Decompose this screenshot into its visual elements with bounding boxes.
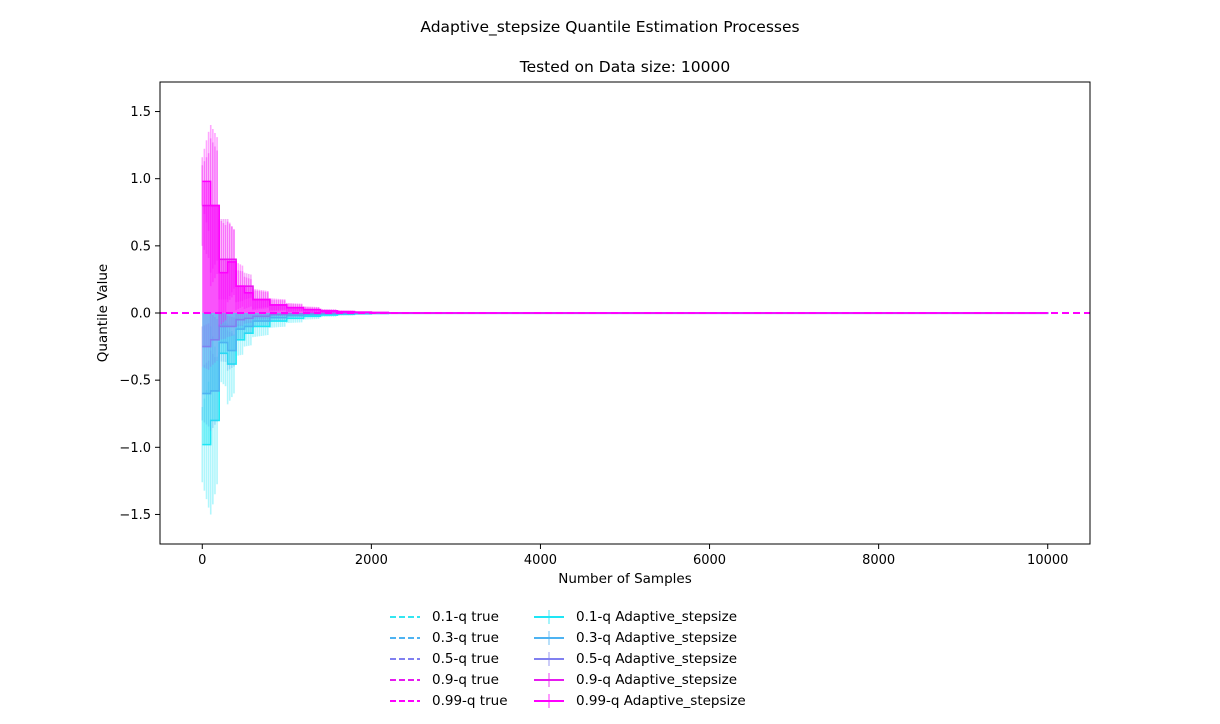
x-tick-label: 6000	[693, 553, 726, 568]
y-axis-label: Quantile Value	[95, 264, 111, 362]
legend-errorbar-swatch	[534, 672, 564, 687]
chart-marks	[160, 124, 1090, 515]
legend-dashed-swatch	[390, 615, 420, 618]
x-tick-label: 8000	[862, 553, 895, 568]
legend-label: 0.9-q Adaptive_stepsize	[576, 671, 738, 688]
y-tick-label: −0.5	[119, 374, 151, 389]
legend-errorbar-swatch	[534, 693, 564, 708]
legend-errorbar-swatch	[534, 651, 564, 666]
legend-entry: 0.5-q Adaptive_stepsize	[532, 648, 746, 669]
legend-dashed-swatch	[390, 699, 420, 702]
series-2	[201, 312, 1049, 370]
axes-title: Tested on Data size: 10000	[519, 58, 731, 76]
legend-label: 0.99-q true	[432, 692, 508, 709]
series-fill	[202, 205, 1048, 313]
series-1	[201, 312, 1049, 432]
legend-label: 0.1-q Adaptive_stepsize	[576, 608, 738, 625]
series-3	[201, 138, 1049, 314]
series-line	[202, 204, 1049, 314]
x-axis-label: Number of Samples	[558, 571, 691, 587]
legend-entry: 0.1-q Adaptive_stepsize	[532, 606, 746, 627]
series-fill	[202, 313, 1048, 394]
x-tick-label: 4000	[524, 553, 557, 568]
y-tick-label: 1.0	[130, 172, 151, 187]
y-tick-label: −1.5	[119, 508, 151, 523]
legend-label: 0.9-q true	[432, 671, 499, 688]
y-tick-label: 0.5	[130, 239, 151, 254]
legend-label: 0.5-q true	[432, 650, 499, 667]
legend: 0.1-q true 0.3-q true 0.5-q true 0.9-q true…	[388, 606, 768, 718]
legend-label: 0.3-q true	[432, 629, 499, 646]
legend-dashed-swatch	[390, 678, 420, 681]
series-fill	[202, 313, 1048, 445]
x-axis: 0 2000 4000 6000 8000 10000	[198, 544, 1068, 568]
x-tick-label: 0	[198, 553, 206, 568]
y-tick-label: −1.0	[119, 441, 151, 456]
series-fill	[202, 181, 1048, 313]
y-tick-label: 1.5	[130, 105, 151, 120]
legend-entry: 0.3-q Adaptive_stepsize	[532, 627, 746, 648]
legend-errorbar-swatch	[534, 609, 564, 624]
x-tick-label: 10000	[1027, 553, 1068, 568]
series-line	[202, 312, 1049, 395]
series-line	[202, 312, 1048, 446]
legend-column-true: 0.1-q true 0.3-q true 0.5-q true 0.9-q true…	[388, 606, 508, 711]
series-4	[201, 124, 1048, 327]
series-0	[201, 312, 1048, 515]
legend-entry: 0.3-q true	[388, 627, 508, 648]
legend-label: 0.3-q Adaptive_stepsize	[576, 629, 738, 646]
series-line	[202, 312, 1049, 348]
legend-entry: 0.5-q true	[388, 648, 508, 669]
legend-dashed-swatch	[390, 636, 420, 639]
legend-entry: 0.9-q Adaptive_stepsize	[532, 669, 746, 690]
legend-label: 0.99-q Adaptive_stepsize	[576, 692, 746, 709]
legend-entry: 0.1-q true	[388, 606, 508, 627]
y-axis: 1.5 1.0 0.5 0.0 −0.5 −1.0 −1.5	[119, 105, 160, 523]
legend-entry: 0.99-q Adaptive_stepsize	[532, 690, 746, 711]
x-tick-label: 2000	[355, 553, 388, 568]
series-fill	[202, 313, 1048, 347]
figure-suptitle: Adaptive_stepsize Quantile Estimation Pr…	[420, 18, 800, 36]
y-tick-label: 0.0	[130, 307, 151, 322]
legend-entry: 0.99-q true	[388, 690, 508, 711]
legend-entry: 0.9-q true	[388, 669, 508, 690]
series-line	[202, 180, 1048, 314]
legend-errorbar-swatch	[534, 630, 564, 645]
legend-label: 0.1-q true	[432, 608, 499, 625]
legend-column-estimates: 0.1-q Adaptive_stepsize 0.3-q Adaptive_st…	[532, 606, 746, 711]
legend-dashed-swatch	[390, 657, 420, 660]
legend-label: 0.5-q Adaptive_stepsize	[576, 650, 738, 667]
